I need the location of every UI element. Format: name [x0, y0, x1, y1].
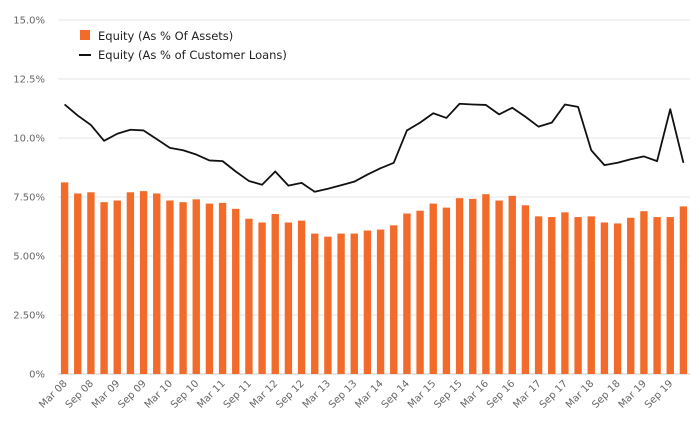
bar [600, 222, 609, 374]
bar [495, 200, 503, 374]
legend-line-label: Equity (As % of Customer Loans) [98, 48, 287, 62]
bar [350, 233, 358, 374]
bar [218, 202, 227, 374]
x-tick-label: Sep 15 [432, 378, 464, 410]
bar [324, 236, 332, 374]
bar [469, 198, 477, 374]
bar [87, 192, 95, 374]
bar [429, 203, 437, 374]
y-axis: 0% 2.50% 5.00% 7.50% 10.0% 12.5% 15.0% [13, 16, 45, 381]
legend-bar-label: Equity (As % Of Assets) [98, 29, 233, 43]
y-tick-label: 12.5% [13, 75, 45, 86]
x-tick-label: Mar 08 [37, 378, 69, 410]
x-tick-label: Mar 09 [90, 378, 122, 410]
x-tick-label: Sep 13 [327, 378, 359, 410]
bar [508, 195, 516, 374]
bar [74, 193, 82, 374]
y-tick-label: 10.0% [13, 134, 45, 145]
x-tick-label: Mar 19 [617, 378, 649, 410]
bar-series [60, 182, 688, 374]
x-tick-label: Mar 18 [564, 378, 596, 410]
bar [232, 208, 240, 374]
bar [337, 233, 345, 374]
bar [192, 199, 200, 374]
bar [482, 194, 490, 374]
x-tick-label: Sep 14 [380, 378, 412, 410]
x-tick-label: Mar 13 [301, 378, 333, 410]
bar [284, 222, 293, 374]
x-tick-label: Mar 17 [511, 378, 543, 410]
bar [561, 212, 569, 374]
bar [521, 205, 530, 374]
legend: Equity (As % Of Assets) Equity (As % of … [79, 29, 287, 62]
bar [376, 229, 385, 374]
y-tick-label: 0% [29, 370, 45, 381]
y-tick-label: 2.50% [13, 311, 45, 322]
x-tick-label: Sep 10 [169, 378, 201, 410]
bar [363, 230, 372, 374]
bar [403, 213, 411, 374]
x-tick-label: Mar 15 [406, 378, 438, 410]
bar [666, 217, 674, 374]
bar [534, 216, 543, 374]
bar [153, 193, 161, 374]
bar [613, 223, 622, 374]
x-tick-label: Sep 09 [116, 378, 148, 410]
bar [271, 213, 279, 374]
bar [258, 222, 266, 374]
bar [587, 216, 595, 374]
x-tick-label: Sep 08 [64, 378, 96, 410]
bar [126, 192, 135, 374]
x-tick-label: Mar 16 [459, 378, 491, 410]
bar [245, 218, 253, 374]
bar [297, 220, 306, 374]
line-series-path [64, 102, 685, 193]
bar [205, 203, 214, 374]
x-tick-label: Mar 11 [195, 378, 227, 410]
bar [390, 225, 398, 374]
x-tick-label: Sep 16 [485, 378, 517, 410]
bar [442, 207, 451, 374]
bar [455, 198, 464, 374]
x-tick-label: Mar 10 [143, 378, 175, 410]
bar [139, 191, 148, 374]
x-tick-label: Sep 18 [590, 378, 622, 410]
x-tick-label: Mar 14 [353, 378, 385, 410]
bar [574, 217, 582, 374]
y-tick-label: 5.00% [13, 252, 45, 263]
bar [166, 200, 174, 374]
bar [60, 182, 69, 374]
legend-bar-swatch [80, 30, 90, 40]
bar [640, 211, 648, 374]
y-tick-label: 7.50% [13, 193, 45, 204]
bar [100, 202, 108, 374]
x-tick-label: Sep 19 [643, 378, 675, 410]
x-tick-label: Sep 11 [222, 378, 254, 410]
gridlines [58, 19, 690, 375]
bar [416, 210, 424, 374]
x-tick-label: Mar 12 [248, 378, 280, 410]
bar [679, 206, 688, 374]
y-tick-label: 15.0% [13, 16, 45, 27]
bar [548, 217, 556, 374]
bar [113, 200, 121, 374]
x-tick-label: Sep 17 [538, 378, 570, 410]
bar [627, 217, 635, 374]
bar [653, 217, 661, 374]
bar [179, 202, 187, 374]
x-tick-label: Sep 12 [274, 378, 306, 410]
bar [311, 233, 319, 374]
line-series [64, 102, 685, 193]
